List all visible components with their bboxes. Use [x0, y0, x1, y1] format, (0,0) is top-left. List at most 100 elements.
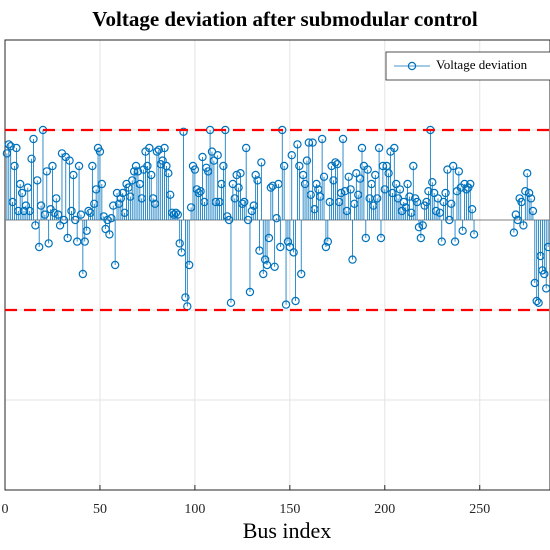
stem-marker — [268, 181, 277, 190]
stem-marker — [321, 242, 331, 252]
stem-marker — [291, 296, 300, 306]
stem-marker — [226, 298, 236, 307]
stem-marker — [331, 158, 340, 167]
stem-marker — [509, 228, 519, 237]
stem-marker — [376, 233, 386, 243]
stem-marker — [395, 185, 405, 194]
stem-marker — [264, 233, 274, 243]
stem-marker — [543, 242, 550, 252]
stem-marker — [458, 226, 467, 235]
stem-marker — [361, 233, 371, 243]
stem-marker — [260, 255, 270, 264]
stem-marker — [173, 210, 183, 219]
stem-marker — [390, 143, 399, 153]
stem-marker — [74, 161, 84, 171]
stem-marker — [450, 237, 460, 246]
stem-marker — [67, 206, 76, 216]
stem-marker — [409, 161, 418, 171]
stem-marker — [306, 190, 315, 199]
stem-marker — [384, 168, 393, 178]
stem-marker — [308, 138, 317, 147]
stem-marker — [179, 127, 188, 136]
stem-marker — [272, 213, 281, 223]
stem-marker — [175, 239, 184, 248]
x-tick-label: 0 — [2, 502, 9, 517]
stem-marker — [526, 194, 536, 203]
x-tick-label: 100 — [184, 502, 205, 517]
stem-marker — [21, 201, 31, 210]
stem-marker — [289, 248, 298, 257]
stem-marker — [17, 188, 27, 198]
stem-marker — [428, 177, 437, 187]
stem-marker — [15, 179, 25, 189]
stem-marker — [521, 186, 530, 196]
stem-marker — [116, 194, 126, 203]
stem-marker — [241, 143, 251, 153]
stem-marker — [80, 237, 89, 246]
stem-marker — [257, 158, 266, 167]
stem-marker — [12, 143, 21, 153]
stem-marker — [302, 156, 312, 165]
stem-marker — [133, 167, 143, 176]
x-axis-label: Bus index — [243, 518, 332, 543]
legend-marker — [407, 61, 417, 71]
chart-title: Voltage deviation after submodular contr… — [92, 7, 478, 31]
stem-marker — [95, 147, 105, 156]
stem-marker — [143, 161, 152, 171]
stem-marker — [338, 134, 348, 144]
stem-marker — [219, 161, 228, 171]
plot-frame — [4, 39, 550, 491]
stem-marker — [357, 143, 367, 153]
stem-marker — [76, 210, 86, 219]
stem-marker — [469, 230, 479, 239]
stem-marker — [412, 197, 422, 207]
stem-marker — [523, 168, 532, 178]
stem-marker — [240, 197, 249, 207]
stem-marker — [251, 170, 260, 180]
stem-marker — [181, 293, 190, 302]
x-tick-label: 50 — [93, 502, 107, 517]
stem-marker — [154, 145, 164, 154]
stem-marker — [166, 190, 175, 199]
stem-marker — [52, 194, 61, 203]
stem-marker — [333, 159, 342, 169]
stem-marker — [323, 237, 333, 246]
stem-marker — [4, 140, 13, 149]
stem-marker — [69, 170, 78, 180]
stem-marker — [441, 188, 450, 198]
stem-marker — [78, 269, 88, 279]
stem-marker — [319, 172, 329, 181]
stem-marker — [466, 179, 475, 189]
stem-marker — [145, 143, 154, 153]
stem-marker — [372, 194, 382, 203]
stem-marker — [448, 161, 458, 171]
stem-marker — [213, 150, 222, 160]
stem-marker — [297, 269, 306, 279]
stem-marker — [131, 161, 141, 171]
stem-marker — [63, 233, 72, 243]
stem-marker — [454, 167, 464, 176]
stem-marker — [437, 237, 446, 246]
stem-marker — [158, 156, 167, 165]
stem-marker — [10, 161, 19, 171]
stem-marker — [42, 167, 51, 176]
stem-marker — [348, 255, 357, 264]
stem-marker — [532, 296, 541, 306]
stem-marker — [36, 201, 46, 210]
x-tick-label: 250 — [469, 502, 490, 517]
stem-marker — [312, 179, 321, 189]
stem-marker — [88, 161, 97, 171]
stem-marker — [447, 199, 456, 208]
stem-marker — [528, 206, 538, 216]
stem-marker — [403, 179, 412, 189]
stem-marker — [414, 222, 424, 232]
stem-marker — [363, 165, 372, 174]
stem-marker — [44, 239, 53, 248]
stem-marker — [262, 260, 272, 270]
stem-marker — [283, 237, 293, 246]
stem-marker — [40, 210, 50, 219]
stem-marker — [276, 242, 285, 252]
stem-marker — [245, 287, 255, 297]
